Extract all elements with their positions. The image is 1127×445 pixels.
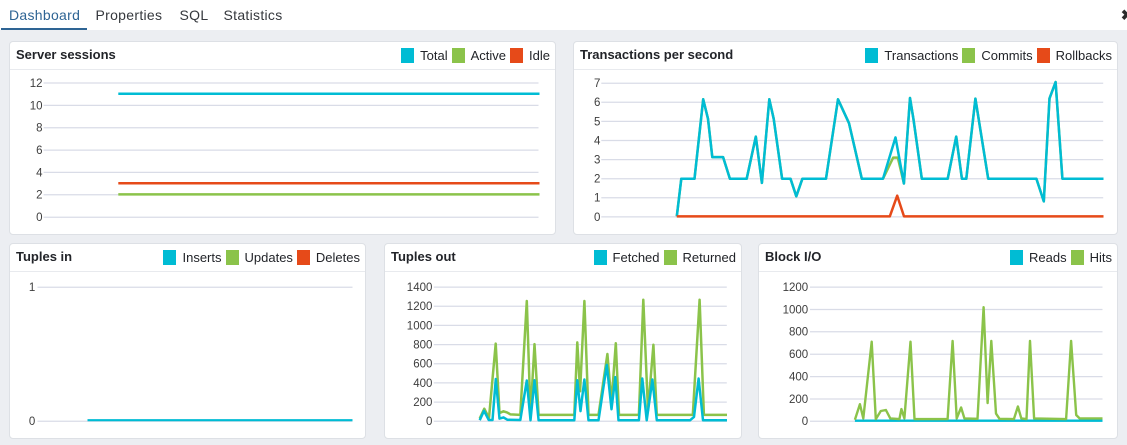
svg-text:4: 4 (594, 135, 601, 147)
svg-text:1200: 1200 (783, 282, 809, 294)
svg-text:1: 1 (594, 193, 600, 205)
svg-text:200: 200 (789, 394, 808, 406)
svg-text:1: 1 (29, 282, 35, 294)
svg-text:0: 0 (36, 212, 42, 224)
svg-text:8: 8 (36, 123, 42, 135)
svg-text:6: 6 (36, 145, 42, 157)
svg-text:800: 800 (789, 327, 808, 339)
svg-text:6: 6 (594, 97, 600, 109)
svg-text:1400: 1400 (407, 282, 433, 294)
svg-text:0: 0 (29, 416, 35, 428)
svg-text:3: 3 (594, 155, 600, 167)
svg-text:800: 800 (413, 340, 432, 352)
svg-text:0: 0 (594, 212, 600, 224)
svg-text:200: 200 (413, 397, 432, 409)
svg-text:2: 2 (594, 174, 600, 186)
svg-text:400: 400 (413, 378, 432, 390)
svg-text:7: 7 (594, 78, 600, 90)
svg-text:600: 600 (789, 349, 808, 361)
svg-text:2: 2 (36, 190, 42, 202)
svg-text:10: 10 (30, 100, 43, 112)
svg-text:1200: 1200 (407, 301, 433, 313)
svg-text:400: 400 (789, 372, 808, 384)
svg-text:12: 12 (30, 78, 43, 90)
svg-text:4: 4 (36, 167, 43, 179)
svg-text:0: 0 (426, 416, 432, 428)
svg-text:5: 5 (594, 116, 600, 128)
svg-text:1000: 1000 (407, 320, 433, 332)
svg-text:1000: 1000 (783, 304, 809, 316)
svg-text:600: 600 (413, 359, 432, 371)
svg-text:0: 0 (802, 416, 808, 428)
